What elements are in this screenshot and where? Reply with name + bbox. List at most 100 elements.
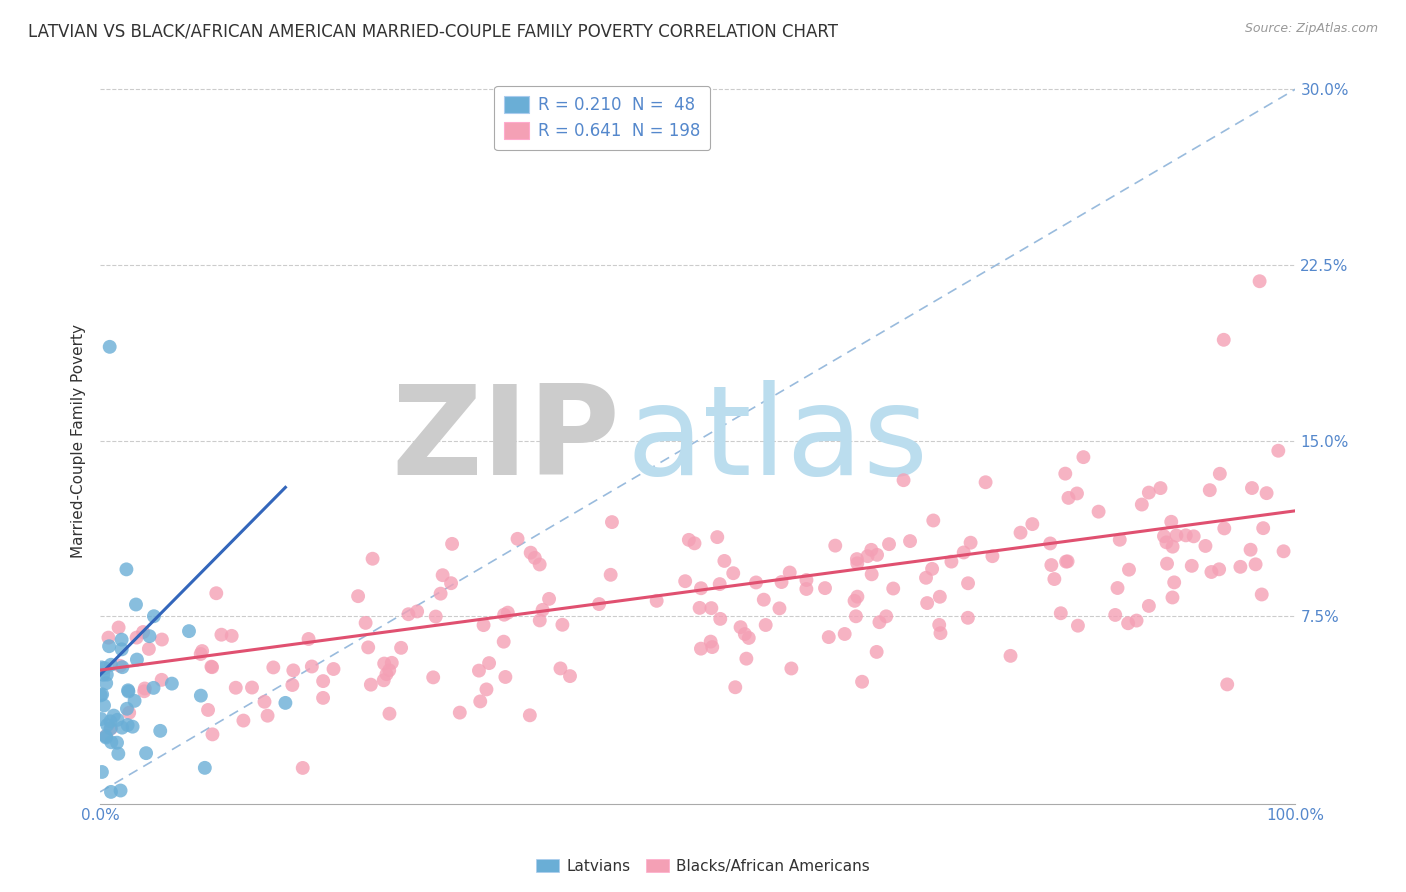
Point xyxy=(690,581,713,595)
Point xyxy=(1040,558,1063,572)
Point xyxy=(429,587,451,601)
Point xyxy=(1125,614,1147,628)
Point xyxy=(478,656,501,670)
Point xyxy=(1057,491,1080,505)
Point xyxy=(734,627,756,641)
Point xyxy=(538,591,561,606)
Point xyxy=(1182,529,1205,543)
Point xyxy=(1163,575,1185,590)
Point xyxy=(221,629,243,643)
Point xyxy=(110,783,132,797)
Point xyxy=(142,609,165,624)
Point xyxy=(1156,557,1178,571)
Point xyxy=(1244,558,1267,572)
Point xyxy=(1056,554,1078,568)
Point xyxy=(381,656,404,670)
Point xyxy=(877,537,900,551)
Point xyxy=(770,575,793,590)
Point xyxy=(115,702,138,716)
Point xyxy=(1073,450,1095,464)
Point xyxy=(125,652,148,666)
Point xyxy=(191,644,214,658)
Point xyxy=(1108,533,1130,547)
Point xyxy=(117,718,139,732)
Point xyxy=(702,640,724,654)
Point xyxy=(253,695,276,709)
Point xyxy=(281,678,304,692)
Point xyxy=(357,640,380,655)
Point xyxy=(124,694,146,708)
Point xyxy=(846,590,869,604)
Point xyxy=(519,708,541,723)
Point xyxy=(1240,481,1263,495)
Point xyxy=(494,607,516,622)
Point xyxy=(860,542,883,557)
Point xyxy=(93,661,115,675)
Text: ZIP: ZIP xyxy=(391,380,620,501)
Point xyxy=(117,684,139,698)
Point xyxy=(856,549,879,564)
Point xyxy=(752,592,775,607)
Point xyxy=(673,574,696,589)
Point xyxy=(312,674,335,689)
Point xyxy=(475,682,498,697)
Point xyxy=(1161,540,1184,554)
Text: LATVIAN VS BLACK/AFRICAN AMERICAN MARRIED-COUPLE FAMILY POVERTY CORRELATION CHAR: LATVIAN VS BLACK/AFRICAN AMERICAN MARRIE… xyxy=(28,22,838,40)
Point xyxy=(201,660,224,674)
Point xyxy=(472,618,495,632)
Point xyxy=(398,607,420,622)
Point xyxy=(138,641,160,656)
Point xyxy=(866,645,889,659)
Point xyxy=(780,661,803,675)
Point xyxy=(551,617,574,632)
Point xyxy=(389,640,412,655)
Point xyxy=(882,582,904,596)
Point xyxy=(90,712,112,726)
Point xyxy=(523,550,546,565)
Point xyxy=(1256,486,1278,500)
Text: Source: ZipAtlas.com: Source: ZipAtlas.com xyxy=(1244,22,1378,36)
Point xyxy=(297,632,319,646)
Point xyxy=(1267,443,1289,458)
Point xyxy=(1118,563,1140,577)
Point xyxy=(699,634,721,648)
Point xyxy=(422,670,444,684)
Point xyxy=(868,615,890,630)
Point xyxy=(957,576,980,591)
Point xyxy=(898,534,921,549)
Point xyxy=(529,614,551,628)
Point xyxy=(1067,618,1090,632)
Point xyxy=(1216,677,1239,691)
Point xyxy=(470,694,492,708)
Point xyxy=(496,606,519,620)
Point xyxy=(1066,486,1088,500)
Point xyxy=(93,698,115,713)
Point xyxy=(1000,648,1022,663)
Point xyxy=(709,612,731,626)
Point xyxy=(96,718,118,732)
Point xyxy=(724,680,747,694)
Point xyxy=(1213,521,1236,535)
Y-axis label: Married-Couple Family Poverty: Married-Couple Family Poverty xyxy=(72,324,86,558)
Point xyxy=(599,567,621,582)
Point xyxy=(150,632,173,647)
Point xyxy=(928,590,950,604)
Point xyxy=(262,660,284,674)
Point xyxy=(1130,498,1153,512)
Point xyxy=(735,651,758,665)
Point xyxy=(834,627,856,641)
Point xyxy=(312,690,335,705)
Point xyxy=(1249,274,1271,288)
Point xyxy=(1272,544,1295,558)
Point xyxy=(274,696,297,710)
Point xyxy=(125,598,148,612)
Point xyxy=(121,720,143,734)
Point xyxy=(1107,581,1129,595)
Point xyxy=(107,713,129,727)
Point xyxy=(959,535,981,549)
Point xyxy=(846,556,869,570)
Point xyxy=(100,721,122,735)
Point xyxy=(768,601,790,615)
Point xyxy=(1054,467,1077,481)
Point xyxy=(94,729,117,743)
